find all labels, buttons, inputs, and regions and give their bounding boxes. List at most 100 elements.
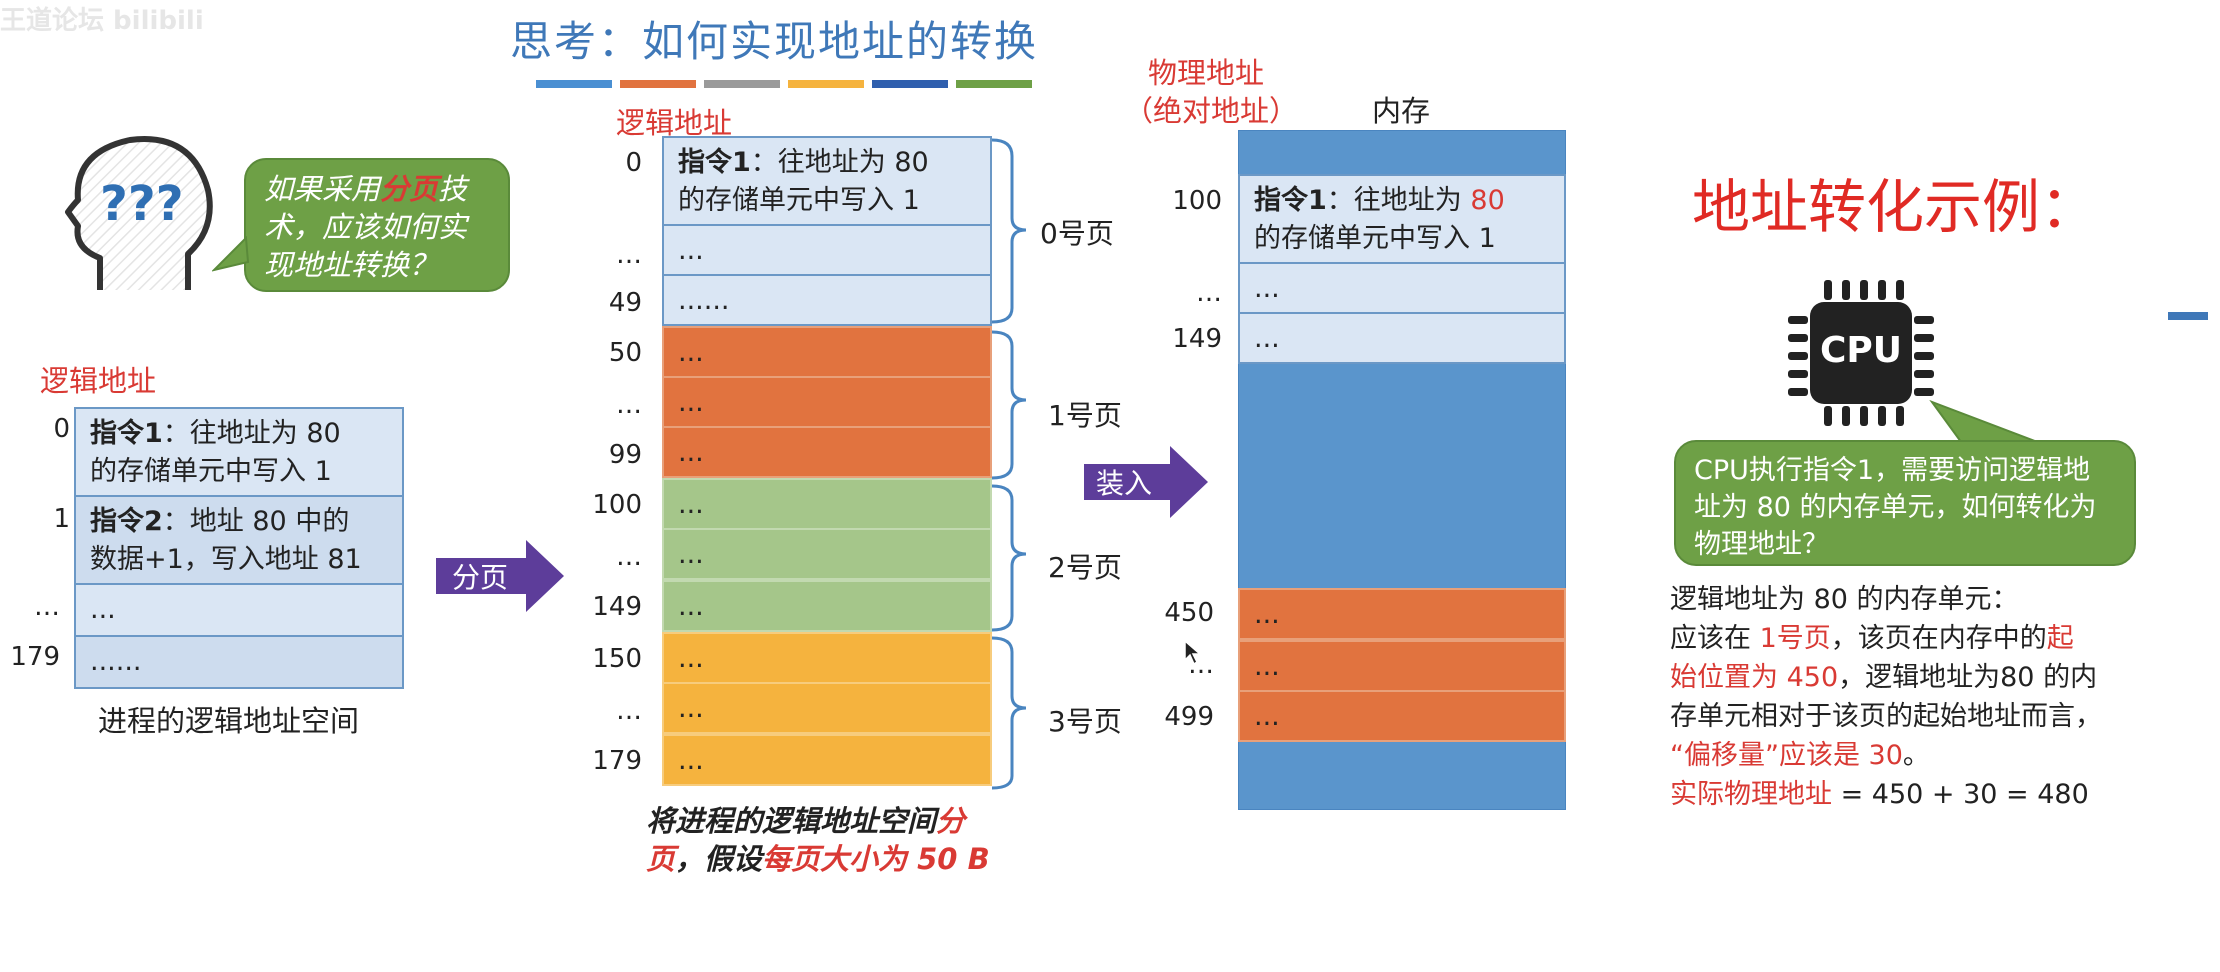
- mem-num: 450: [1164, 598, 1214, 628]
- explain-red: 1号页: [1759, 623, 1831, 654]
- instruction-label: 指令1: [1254, 185, 1327, 216]
- explain-red: 实际物理地址: [1670, 779, 1832, 810]
- watermark: 王道论坛 bilibili: [0, 6, 204, 36]
- cpu-label: CPU: [1819, 330, 1903, 371]
- explain-red: 始位置为 450: [1670, 662, 1839, 693]
- cutoff-fragment: [2168, 312, 2208, 320]
- left-row-last: ......: [74, 635, 404, 689]
- title-bar-4: [788, 80, 864, 88]
- explain-text: 应该在: [1670, 623, 1760, 654]
- mid-num: 150: [592, 644, 642, 674]
- explain-text: ，该页在内存中的: [1830, 623, 2047, 654]
- page-0-label: 0号页: [1040, 217, 1114, 250]
- caption-text: 将进程的逻辑地址空间: [646, 804, 937, 838]
- instruction-text-2: 的存储单元中写入 1: [678, 185, 920, 216]
- mem-row: ...: [1238, 312, 1566, 364]
- mid-num: 49: [608, 288, 642, 318]
- mid-row: ...: [662, 478, 992, 530]
- instruction-label: 指令1: [678, 147, 751, 178]
- explain-line: 逻辑地址为 80 的内存单元：: [1670, 584, 2019, 615]
- title-bar-5: [872, 80, 948, 88]
- paging-arrow-icon: [436, 540, 564, 612]
- mid-num: …: [616, 696, 642, 726]
- physical-address-label: 物理地址: [1148, 56, 1265, 90]
- mem-row: ...: [1238, 640, 1566, 692]
- explanation: 逻辑地址为 80 的内存单元： 应该在 1号页，该页在内存中的起 始位置为 45…: [1670, 580, 2102, 814]
- mid-row-instruction-1: 指令1：往地址为 80 的存储单元中写入 1: [662, 136, 992, 226]
- mid-num: 100: [592, 490, 642, 520]
- mid-row: ...: [662, 376, 992, 428]
- explain-line: 存单元相对于该页的起始地址而言，: [1670, 701, 2102, 732]
- load-arrow-label: 装入: [1096, 467, 1153, 500]
- caption-red: 页: [646, 842, 676, 876]
- mid-num-0: 0: [625, 148, 642, 178]
- svg-text:???: ???: [100, 176, 184, 232]
- question-bubble: 如果采用分页技术，应该如何实现地址转换？: [244, 158, 510, 292]
- paging-arrow-label: 分页: [452, 561, 509, 594]
- middle-caption: 将进程的逻辑地址空间分 页，假设每页大小为 50 B: [646, 802, 1016, 878]
- mem-num: …: [1196, 278, 1222, 308]
- explain-text: 。: [1902, 740, 1930, 771]
- thinking-head-icon: ???: [65, 136, 213, 290]
- mem-row-instruction-1: 指令1：往地址为 80 的存储单元中写入 1: [1238, 174, 1566, 264]
- instruction-text-2: 数据+1，写入地址 81: [90, 544, 362, 575]
- explain-text: ，逻辑地址为80 的内: [1838, 662, 2098, 693]
- mid-num: 50: [608, 338, 642, 368]
- instruction-text-2: 的存储单元中写入 1: [90, 456, 332, 487]
- mid-num: 149: [592, 592, 642, 622]
- explain-line: 应该在 1号页，该页在内存中的起: [1670, 619, 2102, 658]
- mid-num: …: [616, 240, 642, 270]
- instruction-text: ：地址 80 中的: [162, 506, 350, 537]
- instruction-text: ：往地址为: [1326, 185, 1471, 216]
- mem-row: ...: [1238, 690, 1566, 742]
- page-3-label: 3号页: [1048, 705, 1122, 738]
- mem-num: …: [1188, 650, 1214, 680]
- explain-line: 始位置为 450，逻辑地址为80 的内: [1670, 658, 2102, 697]
- mid-row: ...: [662, 426, 992, 478]
- instruction-text-2: 的存储单元中写入 1: [1254, 223, 1496, 254]
- mid-num: 179: [592, 746, 642, 776]
- title-bar-3: [704, 80, 780, 88]
- mid-row: ...: [662, 734, 992, 786]
- caption-red: 每页大小为 50 B: [762, 842, 990, 876]
- left-row-num: 1: [53, 504, 70, 534]
- left-row-num: 179: [10, 642, 60, 672]
- mouse-cursor-icon: [1184, 640, 1202, 666]
- bubble-highlight: 分页: [380, 172, 439, 206]
- load-arrow-icon: [1084, 446, 1208, 518]
- page-braces: [991, 138, 1027, 790]
- explain-red: 起: [2046, 623, 2074, 654]
- absolute-address-label: （绝对地址）: [1124, 94, 1299, 128]
- left-row-instruction-2: 指令2：地址 80 中的数据+1，写入地址 81: [74, 495, 404, 585]
- explain-text: = 450 + 30 = 480: [1832, 779, 2089, 810]
- memory-label: 内存: [1372, 94, 1431, 128]
- left-row-instruction-1: 指令1：往地址为 80 的存储单元中写入 1: [74, 407, 404, 497]
- left-row-ellipsis: ...: [74, 583, 404, 637]
- mid-row: ...: [662, 224, 992, 276]
- mem-num: 149: [1172, 324, 1222, 354]
- mid-row: ...: [662, 528, 992, 580]
- left-caption: 进程的逻辑地址空间: [98, 704, 360, 738]
- bubble-text-pre: 如果采用: [264, 172, 381, 206]
- cpu-question-bubble: CPU执行指令1，需要访问逻辑地址为 80 的内存单元，如何转化为物理地址？: [1674, 440, 2136, 566]
- mid-num: …: [616, 542, 642, 572]
- mem-row: ...: [1238, 262, 1566, 314]
- mid-row: ...: [662, 326, 992, 378]
- page-1-label: 1号页: [1048, 399, 1122, 432]
- middle-logical-address-label: 逻辑地址: [616, 106, 733, 140]
- mem-num: 499: [1164, 702, 1214, 732]
- instruction-label: 指令2: [90, 506, 163, 537]
- title-bar-6: [956, 80, 1032, 88]
- left-row-num: …: [34, 592, 60, 622]
- caption-text: ，假设: [675, 842, 763, 876]
- title-bar-2: [620, 80, 696, 88]
- left-logical-address-label: 逻辑地址: [40, 364, 157, 398]
- slide-title: 思考：如何实现地址的转换: [510, 17, 1039, 66]
- cpu-chip-icon: [1788, 280, 1934, 426]
- bubble-text-post: 技术，应该如何实现地址转换？: [264, 172, 468, 282]
- caption-red: 分: [936, 804, 966, 838]
- bubble-tail: [212, 236, 250, 272]
- instruction-text: ：往地址为 80: [162, 418, 341, 449]
- title-bar-1: [536, 80, 612, 88]
- explain-line: “偏移量”应该是 30。: [1670, 736, 2102, 775]
